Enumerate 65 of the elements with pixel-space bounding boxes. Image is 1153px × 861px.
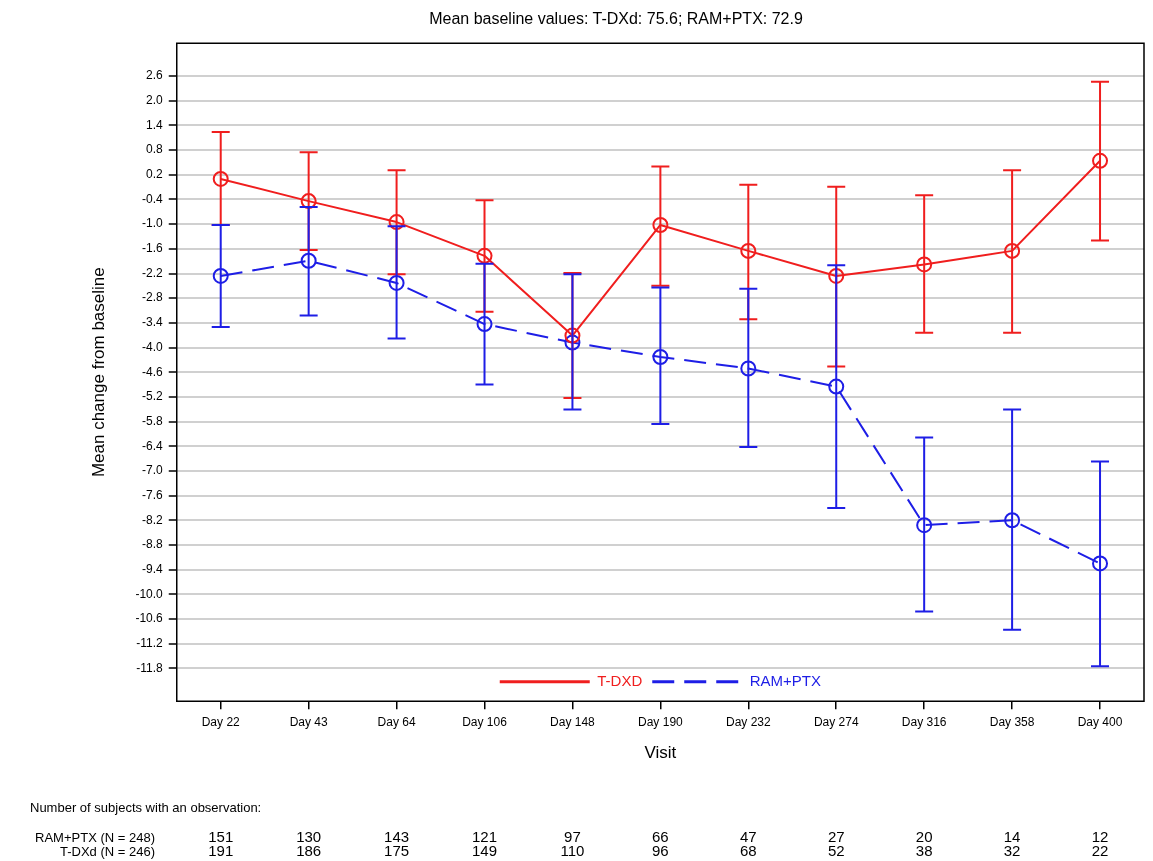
point bbox=[828, 378, 845, 395]
y-tick-label: -10.0 bbox=[135, 586, 164, 601]
y-tick-label: -3.4 bbox=[142, 315, 164, 330]
y-tick-label: 0.8 bbox=[146, 142, 164, 157]
y-tick-label: 1.4 bbox=[146, 117, 164, 132]
point bbox=[388, 274, 405, 291]
y-tick-label: 0.2 bbox=[146, 167, 164, 182]
y-tick-label: -8.8 bbox=[142, 537, 164, 552]
x-tick-label: Day 43 bbox=[289, 714, 328, 729]
x-tick-label: Day 190 bbox=[638, 714, 684, 729]
point bbox=[300, 252, 317, 269]
x-tick-label: Day 316 bbox=[901, 714, 947, 729]
point bbox=[916, 256, 933, 273]
chart-title: Mean baseline values: T-DXd: 75.6; RAM+PTX: 72.9 bbox=[429, 10, 803, 28]
y-tick-label: -11.2 bbox=[136, 635, 164, 650]
y-tick-label: -11.8 bbox=[136, 660, 164, 675]
y-tick-label: -9.4 bbox=[142, 561, 164, 576]
x-tick-label: Day 274 bbox=[813, 714, 859, 729]
point bbox=[388, 214, 405, 231]
x-tick-label: Day 400 bbox=[1077, 714, 1123, 729]
point bbox=[652, 348, 669, 365]
point bbox=[740, 242, 757, 259]
y-tick-label: -7.0 bbox=[142, 463, 164, 478]
y-tick-label: -4.6 bbox=[142, 364, 164, 379]
point bbox=[1092, 152, 1109, 169]
x-tick-label: Day 148 bbox=[550, 714, 596, 729]
text: RAM+PTX (N = 248) bbox=[35, 829, 155, 845]
y-tick-label: -2.8 bbox=[142, 290, 164, 305]
y-tick-label: -1.0 bbox=[142, 216, 164, 231]
y-axis-title: Mean change from baseline bbox=[88, 267, 108, 478]
point bbox=[564, 327, 581, 344]
point bbox=[1092, 555, 1109, 572]
x-tick-label: Day 22 bbox=[201, 714, 241, 729]
x-tick-label: Day 64 bbox=[377, 714, 416, 729]
y-tick-label: -4.0 bbox=[142, 339, 164, 354]
y-tick-label: -10.6 bbox=[135, 611, 164, 626]
point bbox=[828, 267, 845, 284]
y-tick-label: -8.2 bbox=[142, 512, 164, 527]
text: Number of subjects with an observation: bbox=[30, 799, 262, 815]
text: T-DXD bbox=[597, 671, 643, 689]
y-tick-label: -5.8 bbox=[142, 413, 164, 428]
point bbox=[476, 247, 493, 264]
x-tick-label: Day 232 bbox=[725, 714, 771, 729]
point bbox=[1004, 512, 1021, 529]
point bbox=[652, 216, 669, 233]
y-tick-label: -6.4 bbox=[142, 438, 164, 453]
y-tick-label: -7.6 bbox=[142, 487, 164, 502]
y-tick-label: -5.2 bbox=[142, 389, 164, 404]
point bbox=[1004, 242, 1021, 259]
text: RAM+PTX bbox=[749, 671, 822, 689]
x-tick-label: Day 106 bbox=[462, 714, 508, 729]
y-tick-label: 2.6 bbox=[146, 68, 164, 83]
x-axis-title: Visit bbox=[644, 743, 677, 763]
y-tick-label: -1.6 bbox=[142, 241, 164, 256]
y-tick-label: 2.0 bbox=[146, 93, 164, 108]
x-tick-label: Day 358 bbox=[989, 714, 1035, 729]
y-tick-label: -2.2 bbox=[142, 265, 164, 280]
point bbox=[916, 517, 933, 534]
point bbox=[740, 360, 757, 377]
point bbox=[300, 193, 317, 210]
point bbox=[212, 267, 229, 284]
point bbox=[564, 334, 581, 351]
point bbox=[212, 170, 229, 187]
point bbox=[476, 316, 493, 333]
y-tick-label: -0.4 bbox=[142, 191, 164, 206]
